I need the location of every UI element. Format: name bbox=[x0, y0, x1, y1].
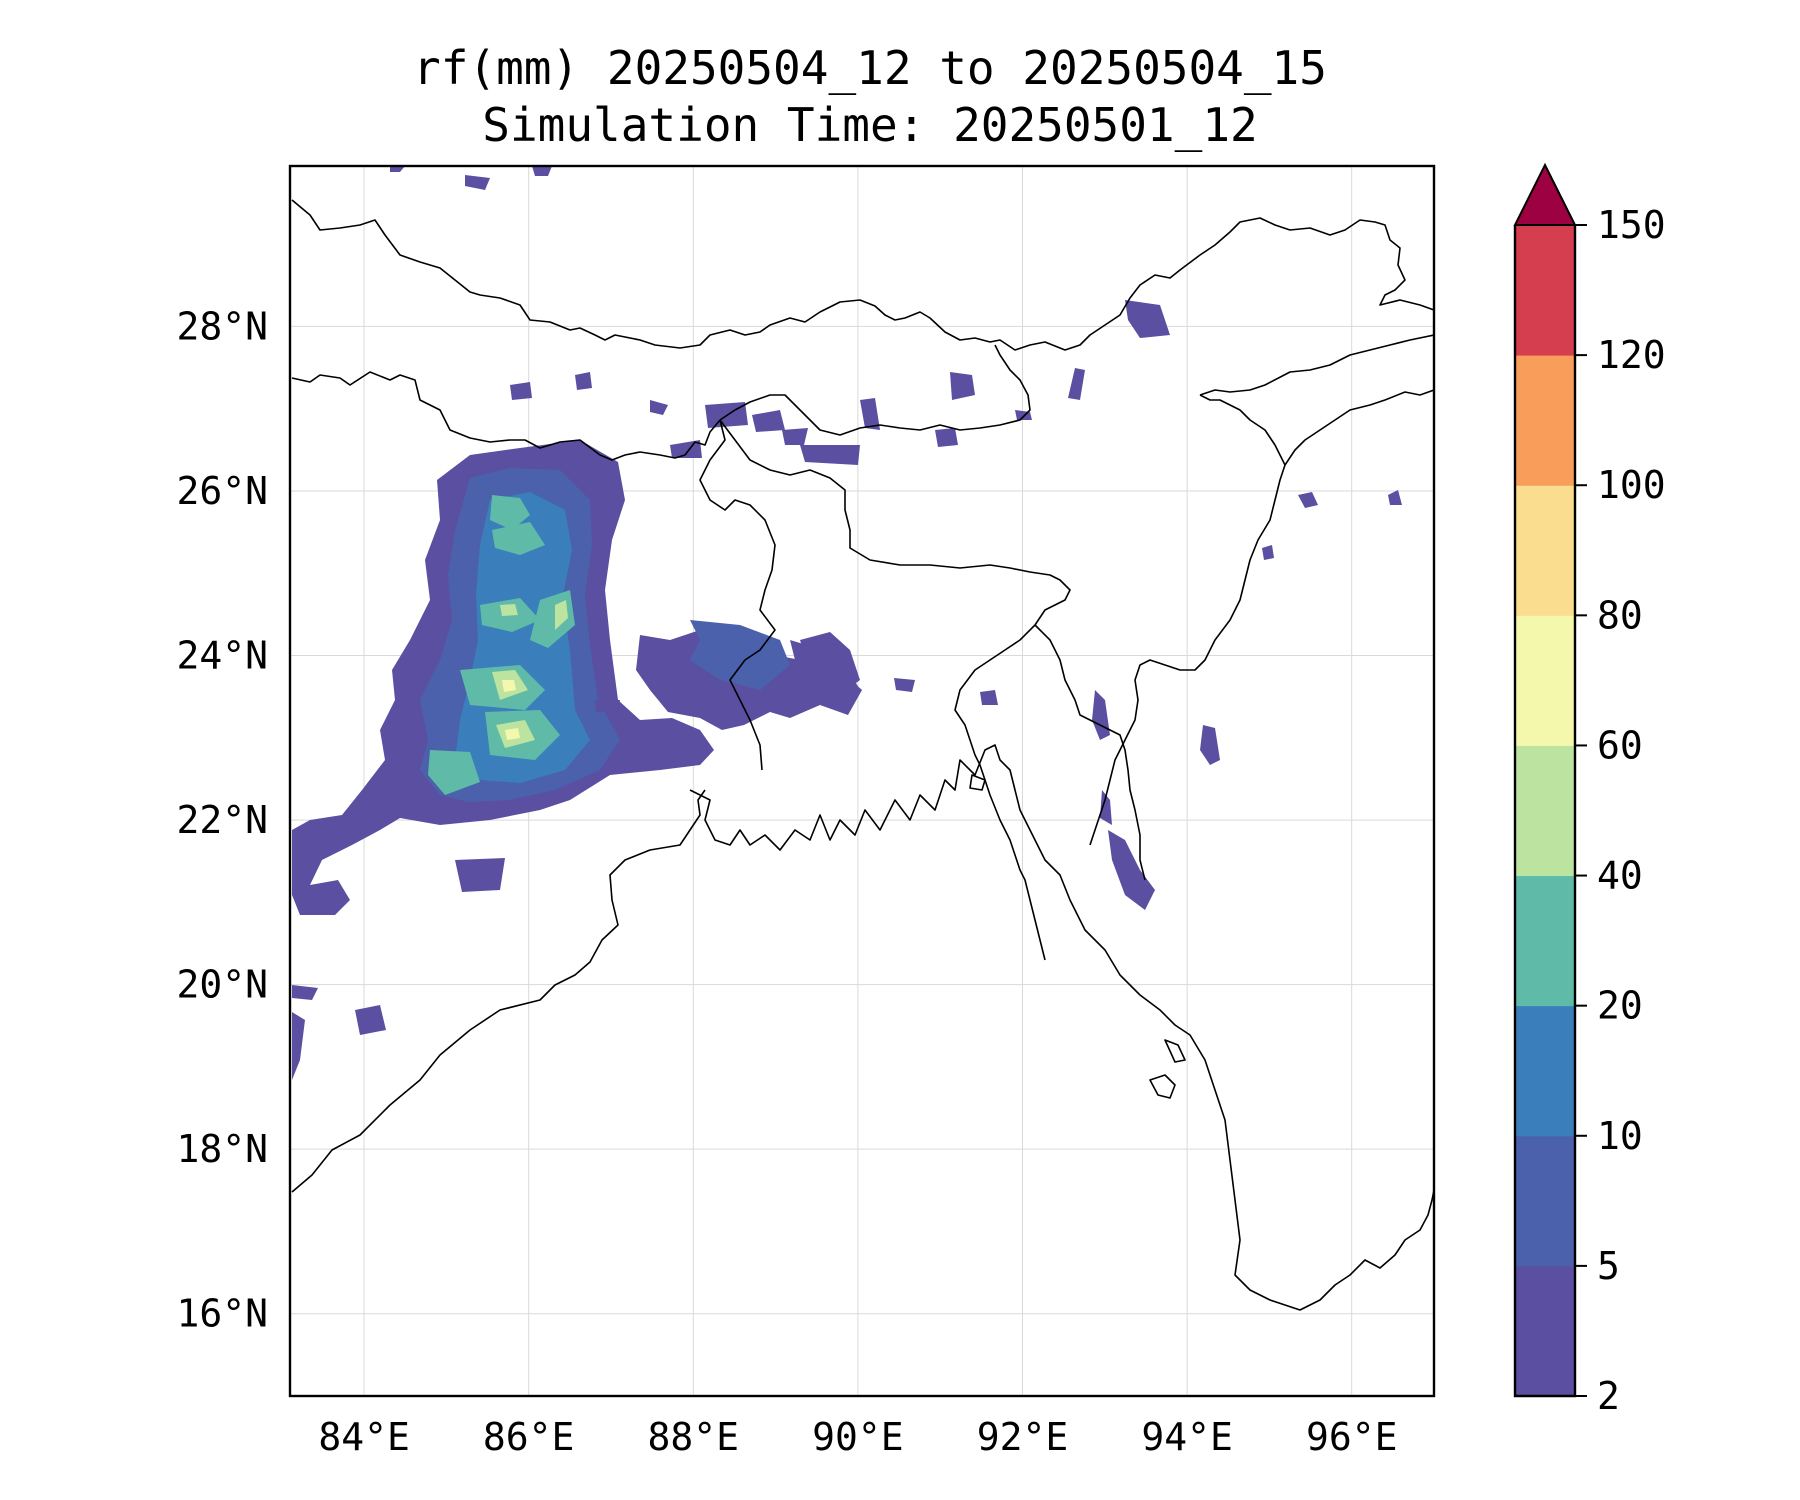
colorbar: 2 5 10 20 40 60 80 100 120 150 bbox=[1513, 162, 1666, 1418]
lon-tick-label: 90°E bbox=[812, 1415, 904, 1459]
colorbar-tick-label: 10 bbox=[1597, 1114, 1643, 1158]
rain-band-20 bbox=[490, 495, 530, 530]
colorbar-tick-label: 2 bbox=[1597, 1374, 1620, 1418]
colorbar-frame bbox=[1513, 225, 1577, 1398]
rain-cell bbox=[390, 166, 405, 172]
colorbar-tick-label: 120 bbox=[1597, 333, 1666, 377]
border-bhutan bbox=[719, 344, 1031, 436]
colorbar-segment bbox=[1515, 1135, 1575, 1267]
lat-tick-label: 22°N bbox=[176, 798, 268, 842]
rain-band-40 bbox=[500, 604, 518, 616]
rain-cell bbox=[860, 398, 880, 430]
rain-cell bbox=[650, 400, 668, 415]
colorbar-tick-label: 60 bbox=[1597, 723, 1643, 767]
island-1 bbox=[1149, 1074, 1176, 1099]
map-title-line1: rf(mm) 20250504_12 to 20250504_15 bbox=[413, 41, 1327, 95]
border-siliguri bbox=[699, 419, 776, 771]
rain-cell bbox=[1388, 490, 1402, 505]
border-himalaya-north bbox=[291, 199, 1434, 351]
rain-band-10 bbox=[455, 492, 590, 783]
island-2 bbox=[969, 774, 986, 791]
rain-cell bbox=[595, 700, 620, 712]
lon-tick-label: 88°E bbox=[648, 1415, 740, 1459]
colorbar-segment bbox=[1515, 1265, 1575, 1397]
colorbar-tick-label: 40 bbox=[1597, 854, 1643, 898]
lon-tick-label: 92°E bbox=[977, 1415, 1069, 1459]
lat-tick-label: 20°N bbox=[176, 963, 268, 1007]
rain-cell bbox=[1092, 690, 1110, 740]
colorbar-tick-label: 150 bbox=[1597, 203, 1666, 247]
rain-cell bbox=[1262, 545, 1274, 560]
colorbar-segment bbox=[1515, 355, 1575, 486]
colorbar-tick-label: 80 bbox=[1597, 593, 1643, 637]
colorbar-segment bbox=[1515, 745, 1575, 877]
rain-cell bbox=[510, 382, 532, 400]
lon-tick-label: 94°E bbox=[1141, 1415, 1233, 1459]
lat-tick-label: 28°N bbox=[176, 304, 268, 348]
rain-cell bbox=[465, 175, 490, 190]
colorbar-tick-label: 100 bbox=[1597, 463, 1666, 507]
colorbar-tick-label: 5 bbox=[1597, 1244, 1620, 1288]
map-frame bbox=[288, 164, 1436, 1398]
rain-band-20 bbox=[428, 750, 480, 795]
coastline-bengal-delta bbox=[689, 744, 1434, 1311]
colorbar-segment bbox=[1515, 1005, 1575, 1137]
rain-band-40 bbox=[555, 600, 568, 630]
rain-cell bbox=[1200, 725, 1220, 765]
lat-tick-label: 16°N bbox=[176, 1292, 268, 1336]
rain-cell bbox=[455, 858, 505, 892]
rain-cell bbox=[1068, 368, 1085, 400]
lon-tick-label: 96°E bbox=[1306, 1415, 1398, 1459]
colorbar-segment bbox=[1515, 875, 1575, 1007]
rain-cell bbox=[782, 428, 808, 445]
rain-cell bbox=[292, 985, 318, 1000]
coastline-east-india bbox=[291, 789, 706, 1193]
lat-tick-label: 24°N bbox=[176, 634, 268, 678]
rain-cell bbox=[355, 1005, 386, 1035]
rain-band-20 bbox=[492, 522, 545, 555]
rain-cell bbox=[950, 372, 975, 400]
lat-tick-label: 26°N bbox=[176, 469, 268, 513]
rain-cell bbox=[1108, 830, 1155, 910]
rainfall-contours bbox=[292, 166, 1402, 1080]
border-bangladesh-north bbox=[719, 419, 1071, 626]
map-axes: 84°E 86°E 88°E 90°E 92°E 94°E 96°E 16°N 18°N 20°N… bbox=[176, 304, 1397, 1459]
rain-cell bbox=[690, 620, 790, 690]
rain-band-60 bbox=[505, 728, 520, 740]
lon-tick-label: 84°E bbox=[318, 1415, 410, 1459]
rain-cell bbox=[800, 445, 860, 465]
border-assam-tripura bbox=[1034, 624, 1146, 881]
border-arunachal bbox=[1199, 334, 1434, 396]
rain-cell bbox=[894, 678, 915, 692]
rain-cell bbox=[800, 632, 860, 695]
map-title-line2: Simulation Time: 20250501_12 bbox=[482, 98, 1258, 152]
coastlines-and-borders bbox=[291, 199, 1434, 1311]
colorbar-tick-label: 20 bbox=[1597, 984, 1643, 1028]
rain-cell bbox=[532, 166, 552, 176]
border-myanmar-west bbox=[1089, 389, 1434, 846]
colorbar-segment bbox=[1515, 485, 1575, 616]
rain-cell bbox=[752, 410, 785, 432]
island-3 bbox=[1164, 1039, 1186, 1063]
rain-cell bbox=[1125, 300, 1170, 338]
rain-cell bbox=[935, 428, 958, 447]
lat-tick-label: 18°N bbox=[176, 1127, 268, 1171]
rain-cell bbox=[1298, 492, 1318, 508]
border-bangladesh-east bbox=[954, 624, 1046, 961]
colorbar-segment bbox=[1515, 615, 1575, 746]
border-india-myanmar bbox=[1199, 394, 1286, 466]
lon-tick-label: 86°E bbox=[483, 1415, 575, 1459]
border-nepal-south bbox=[291, 371, 721, 461]
colorbar-extend-arrow bbox=[1513, 162, 1577, 226]
rain-band-60 bbox=[502, 680, 516, 692]
rain-cell bbox=[980, 690, 998, 705]
rain-cell bbox=[575, 372, 592, 390]
rain-cell bbox=[1100, 790, 1112, 825]
colorbar-segment bbox=[1515, 225, 1575, 356]
rain-cell bbox=[292, 1012, 305, 1080]
